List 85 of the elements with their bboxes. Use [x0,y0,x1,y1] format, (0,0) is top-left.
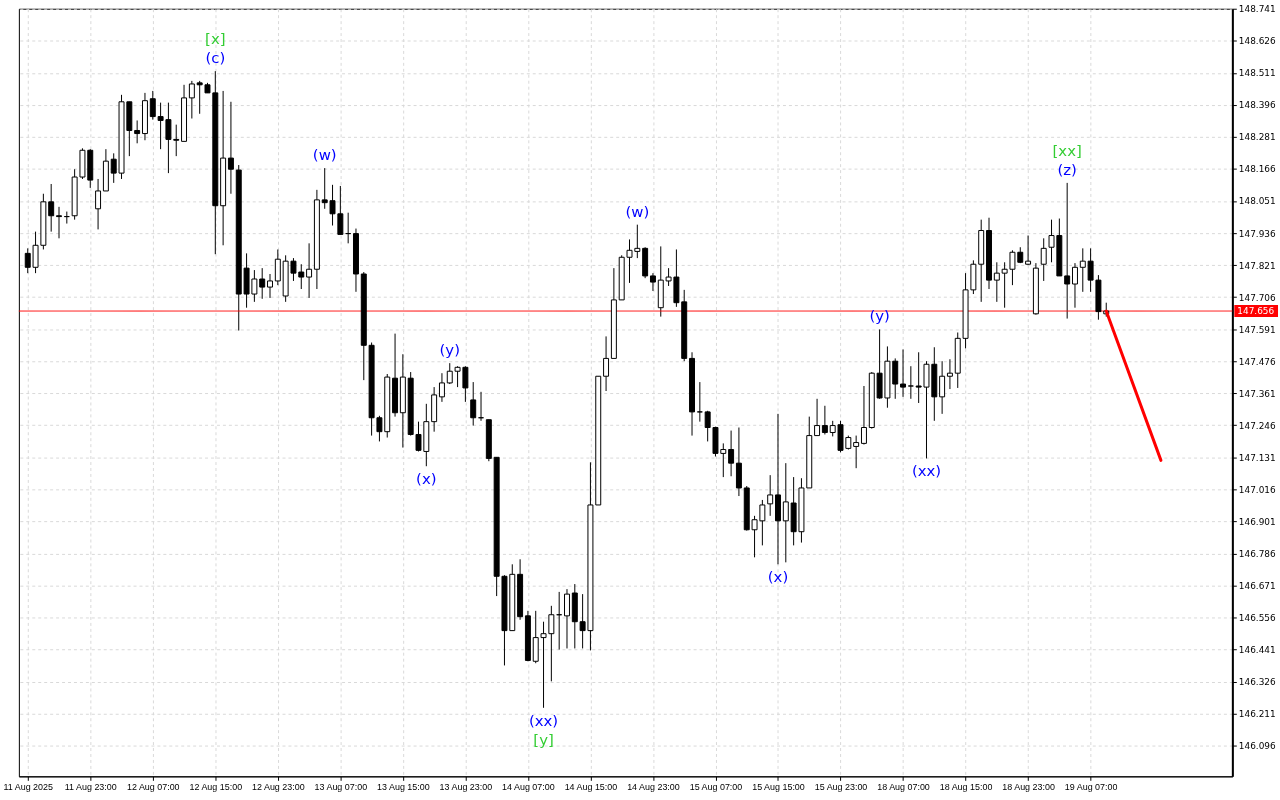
candlestick [728,430,735,477]
candlestick [227,101,234,195]
x-tick-label: 15 Aug 23:00 [814,781,868,792]
y-tick-label: 147.476 [1238,356,1277,367]
x-tick-label: 13 Aug 23:00 [439,781,493,792]
y-tick-label: 147.591 [1238,324,1276,335]
annotation: (x) [767,568,789,587]
candlestick [274,248,281,286]
annotation: (x) [416,470,437,489]
x-tick-label: 18 Aug 23:00 [1002,781,1055,792]
y-tick-label: 147.936 [1238,228,1277,239]
candlestick [438,372,445,403]
x-tick-label: 12 Aug 07:00 [126,781,180,792]
candlestick [907,365,914,400]
annotation: (y) [439,341,460,360]
annotation: [xx] [1052,142,1082,161]
x-tick-label: 12 Aug 15:00 [189,781,243,792]
candlestick [95,178,102,230]
candlestick [946,358,953,390]
y-tick-label: 146.901 [1238,516,1276,527]
y-tick-label: 147.246 [1238,420,1277,431]
candlestick [696,381,703,423]
candlestick [814,398,821,437]
candlestick [564,588,570,649]
candlestick [1025,235,1032,266]
x-tick-label: 14 Aug 23:00 [627,781,680,792]
x-tick-label: 12 Aug 23:00 [252,781,305,792]
x-tick-label: 18 Aug 07:00 [877,781,930,792]
y-tick-label: 147.361 [1238,388,1276,399]
candlestick [649,272,656,292]
candlestick [993,261,1000,303]
y-tick-label: 148.626 [1238,36,1277,47]
x-tick-label: 14 Aug 07:00 [502,781,555,792]
y-tick-label: 148.051 [1238,196,1276,207]
x-tick-label: 19 Aug 07:00 [1064,781,1118,792]
candlestick [267,273,273,299]
candlestick [821,405,828,435]
y-tick-label: 146.671 [1238,580,1276,591]
candlestick [900,348,907,398]
annotation: (xx) [528,711,559,730]
y-tick-label: 147.706 [1238,292,1277,303]
y-tick-label: 147.016 [1238,484,1277,495]
annotation: [y] [533,730,554,749]
y-tick-label: 146.786 [1238,548,1277,559]
annotation: (w) [625,202,650,221]
candlestick [1040,237,1047,282]
y-tick-label: 148.396 [1238,100,1277,111]
annotation: (c) [205,49,226,68]
candlestick [188,80,195,120]
candlestick [56,206,62,239]
y-tick-label: 146.441 [1238,645,1276,656]
ref-line-label: 147.656 [1237,306,1275,317]
annotation: (y) [869,307,890,326]
candlestick [1071,262,1078,309]
x-tick-label: 11 Aug 2025 [3,781,53,792]
x-tick-label: 13 Aug 07:00 [314,781,368,792]
y-tick-label: 148.281 [1238,132,1276,143]
y-tick-label: 148.511 [1238,68,1276,79]
annotation: (w) [312,146,337,165]
candlestick [470,381,477,427]
y-tick-label: 146.211 [1238,709,1276,720]
x-tick-label: 11 Aug 23:00 [64,781,117,792]
annotation: (xx) [911,462,942,481]
candlestick [306,242,313,299]
candlestick [853,435,860,469]
y-tick-label: 148.741 [1238,4,1276,15]
annotation: [x] [205,30,226,49]
candlestick [134,119,141,144]
x-tick-label: 13 Aug 15:00 [377,781,430,792]
candlestick [939,360,946,415]
candlestick [1064,182,1071,320]
annotation: (z) [1057,160,1077,179]
x-tick-label: 14 Aug 15:00 [564,781,618,792]
y-tick-label: 148.166 [1238,164,1277,175]
candlestick [767,474,774,517]
y-tick-label: 146.096 [1238,741,1277,752]
y-tick-label: 147.821 [1238,260,1276,271]
x-tick-label: 15 Aug 07:00 [689,781,743,792]
y-tick-label: 146.326 [1238,677,1277,688]
candlestick [603,335,610,392]
y-tick-label: 146.556 [1238,613,1277,623]
x-tick-label: 15 Aug 15:00 [752,781,805,792]
x-tick-label: 18 Aug 15:00 [939,781,993,792]
y-tick-label: 147.131 [1238,452,1276,463]
candlestick [860,385,867,445]
